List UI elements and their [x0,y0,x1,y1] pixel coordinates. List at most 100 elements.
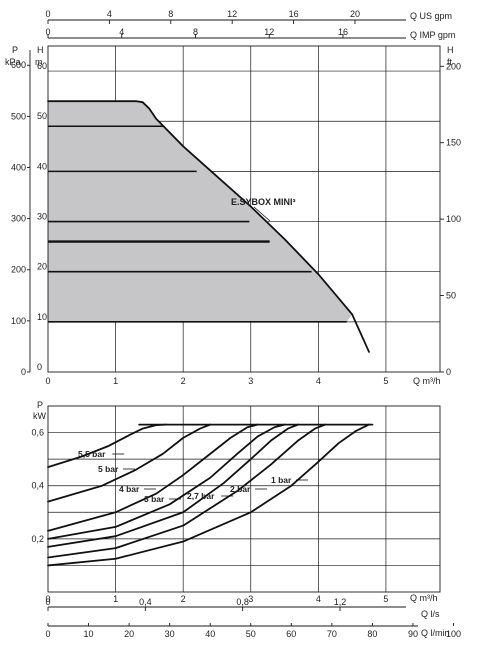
bottom-m3h-tick-label: 2 [181,594,186,604]
power-curve-2-7-bar [47,423,299,548]
lmin-tick-label: 40 [205,629,215,639]
lmin-tick-label: 30 [165,629,175,639]
imp-gpm-tick-label: 16 [338,27,348,37]
m-tick-label: 40 [37,161,47,171]
power-curve-1-bar [47,423,370,567]
bottom-plot-frame [47,405,441,593]
top-q-tick-label: 1 [113,376,118,386]
ft-tick-label: 150 [446,138,461,148]
power-axis-kw-label: kW [33,411,47,421]
top-imp-gpm-label: Q IMP gpm [410,30,455,40]
power-curves [47,423,374,567]
envelope-fill [48,101,353,322]
power-curve-label: 5 bar [98,464,119,474]
top-q-tick-label: 3 [248,376,253,386]
lmin-tick-label: 60 [286,629,296,639]
m-tick-label: 50 [37,111,47,121]
power-flow-axes [47,405,454,627]
us-gpm-tick-label: 8 [168,9,173,19]
top-us-gpm-label: Q US gpm [410,11,452,21]
power-curve-label: 2,7 bar [187,491,215,501]
kpa-tick-label: 100 [11,316,26,326]
head-flow-tick-labels: 0 4 8 12 16 200 4 8 12 16010020030040050060001020… [11,9,461,386]
imp-gpm-tick-label: 0 [45,27,50,37]
right-axis-ft-label: ft [447,57,453,67]
bottom-m3h-tick-label: 0 [45,594,50,604]
ls-tick-label: 0,8 [236,597,249,607]
us-gpm-tick-label: 12 [227,9,237,19]
kpa-tick-label: 300 [11,214,26,224]
kpa-tick-label: 600 [11,60,26,70]
power-curve-label: 2 bar [230,484,251,494]
curve-label-leader [253,206,271,222]
power-curve-5-5-bar [47,423,168,469]
power-flow-grid [48,406,440,592]
kpa-tick-label: 200 [11,265,26,275]
top-q-tick-label: 5 [383,376,388,386]
m-tick-label: 30 [37,212,47,222]
us-gpm-tick-label: 0 [45,9,50,19]
operating-envelope-area [48,101,353,322]
power-curve-label: 5,5 bar [78,449,106,459]
top-x-axis-label: Q m³/h [413,376,441,386]
right-axis-h-label: H [447,45,454,55]
bottom-m3h-tick-label: 5 [383,594,388,604]
kw-tick-label: 0,4 [31,481,44,491]
us-gpm-tick-label: 4 [107,9,112,19]
top-q-tick-label: 2 [181,376,186,386]
top-plot-frame [47,45,441,373]
ft-tick-label: 50 [446,291,456,301]
us-gpm-tick-label: 20 [350,9,360,19]
left-axis-h-label: H [37,45,44,55]
kpa-tick-label: 400 [11,162,26,172]
left-axis-m-label: m [35,57,43,67]
imp-gpm-tick-label: 4 [119,27,124,37]
m-tick-label: 10 [37,312,47,322]
kw-tick-label: 0,6 [31,428,44,438]
bottom-lmin-label: Q l/min [421,628,450,638]
ft-tick-label: 200 [446,61,461,71]
power-flow-tick-labels: 0,20,40,60 1 2 3 4 50 0,4 0,8 1,20 10 20 30 40 50 60 70… [31,428,461,639]
maximum-head-curve [47,100,370,353]
bottom-m3h-tick-label: 3 [248,594,253,604]
lmin-tick-label: 0 [45,629,50,639]
lmin-tick-label: 70 [327,629,337,639]
power-curve-label: 3 bar [144,494,165,504]
lmin-tick-label: 20 [124,629,134,639]
power-curve-label: 1 bar [271,475,292,485]
ls-tick-label: 0 [45,597,50,607]
lmin-tick-label: 80 [367,629,377,639]
power-curve-label: 4 bar [119,484,140,494]
ls-tick-label: 1,2 [334,597,347,607]
top-q-tick-label: 0 [45,376,50,386]
power-curve-2-bar [47,423,327,559]
head-flow-axes [27,19,444,373]
kw-tick-label: 0,2 [31,534,44,544]
power-flow-chart: 0,20,40,60 1 2 3 4 50 0,4 0,8 1,20 10 20 30 40 50 60 70… [31,400,461,639]
m-tick-label: 60 [37,61,47,71]
top-q-tick-label: 4 [316,376,321,386]
kpa-tick-label: 0 [21,367,26,377]
left-axis-kpa-label: kPa [5,57,21,67]
imp-gpm-tick-label: 12 [264,27,274,37]
imp-gpm-tick-label: 8 [193,27,198,37]
head-flow-chart: 0 4 8 12 16 200 4 8 12 16010020030040050060001020… [5,9,461,386]
max-head-line [47,100,370,353]
ft-tick-label: 0 [446,367,451,377]
power-curve-4-bar [47,423,259,532]
us-gpm-tick-label: 16 [289,9,299,19]
bottom-ls-label: Q l/s [421,609,440,619]
lmin-tick-label: 50 [246,629,256,639]
bottom-m3h-tick-label: 1 [113,594,118,604]
bottom-m3h-tick-label: 4 [316,594,321,604]
model-curve-label: E.SYBOX MINI³ [231,197,296,207]
power-curve-3-bar [47,423,286,540]
lmin-tick-label: 100 [446,629,461,639]
m-tick-label: 20 [37,262,47,272]
power-curve-5-bar [47,423,212,503]
bottom-m3h-label: Q m³/h [410,593,438,603]
ft-tick-label: 100 [446,214,461,224]
ls-tick-label: 0,4 [139,597,152,607]
